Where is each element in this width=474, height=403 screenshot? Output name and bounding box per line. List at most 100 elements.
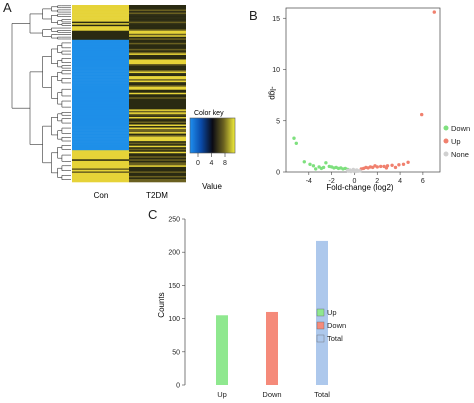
heatmap-cell [72,83,129,86]
heatmap-cell [129,101,186,104]
point-down [292,136,296,140]
color-key: Color key 0 4 8 Value [189,110,236,191]
heatmap-cell [72,71,129,74]
heatmap-cell [72,100,129,103]
heatmap-cell [72,112,129,115]
heatmap-cell [129,123,186,125]
heatmap-cell [72,151,129,154]
heatmap-cell [72,163,129,166]
heatmap-cell [129,70,186,72]
heatmap-cell [129,6,186,9]
heatmap-cell [129,76,186,78]
heatmap-cell [129,42,186,45]
heatmap-cell [129,48,186,51]
heatmap-cell [129,162,186,165]
heatmap-cell [129,126,186,128]
heatmap-cell [72,36,129,39]
heatmap-cell [72,172,129,175]
panel-a-label: A [3,0,12,15]
x-tick-label: Total [314,390,330,399]
legend-label-none: None [451,150,469,159]
heatmap-cell [72,127,129,130]
point-up [432,10,436,14]
legend-label-up: Up [451,137,461,146]
heatmap-cell [72,119,129,122]
heatmap-cell [72,159,129,162]
heatmap-cell [129,133,186,136]
heatmap-cell [72,135,129,137]
heatmap-cell [129,159,186,162]
heatmap-cell [129,144,186,146]
heatmap-cell [129,113,186,116]
heatmap-cell [72,121,129,124]
heatmap-cell [129,36,186,39]
heatmap-cell [129,139,186,142]
heatmap-cell [129,23,186,25]
heatmap-cell [72,126,129,128]
heatmap-cell [129,118,186,121]
y-tick-label: 5 [276,118,280,125]
legend-marker-up [443,138,449,144]
heatmap-cell [72,132,129,134]
heatmap-cell [72,57,129,60]
point-down [302,160,306,164]
heatmap-cell [72,156,129,159]
heatmap-cell [129,21,186,24]
heatmap-cell [72,24,129,27]
point-up [393,165,398,170]
point-up [397,163,401,167]
column-label-con: Con [94,191,109,200]
heatmap-cell [129,57,186,60]
heatmap-cell [129,119,186,122]
bars [216,240,328,385]
heatmap-cell [72,115,129,118]
heatmap-cell [129,107,186,110]
heatmap-cell [72,35,129,38]
heatmap-cell [72,27,129,30]
heatmap-cell [129,80,186,83]
heatmap-cell [72,109,129,112]
heatmap-cell [129,175,186,178]
heatmap-cell [72,41,129,44]
heatmap-cell [72,88,129,91]
heatmap-cell [72,95,129,98]
x-tick-label: Up [217,390,227,399]
heatmap-cell [129,60,186,63]
heatmap-cell [129,110,186,113]
legend-swatch-total [316,334,325,343]
y-tick-label: 100 [168,316,180,323]
point-up [379,164,383,169]
heatmap-cell [129,178,186,181]
heatmap-cell [129,51,186,54]
heatmap-cell [72,86,129,89]
y-tick-label: 15 [272,16,280,23]
point-up [401,162,406,166]
y-axis-label: -lgp [268,86,277,100]
heatmap-cell [129,130,186,133]
volcano-legend: Down Up None [443,124,470,159]
x-tick-label: 0 [352,178,356,185]
heatmap-cell [72,94,129,97]
heatmap-cell [129,171,186,174]
heatmap-cell [72,9,129,12]
heatmap-cell [129,89,186,92]
heatmap-cell [72,175,129,178]
heatmap-cell [129,138,186,140]
heatmap-cell [72,136,129,139]
heatmap-cell [72,15,129,18]
heatmap-cell [72,118,129,121]
heatmap-cell [72,174,129,177]
heatmap-cell [129,62,186,65]
heatmap-cell [129,17,186,19]
point-none [351,167,355,172]
heatmap-cell [129,169,186,172]
point-up [390,163,394,167]
point-up [406,160,410,164]
heatmap-cell [129,86,186,89]
heatmap-cell [129,35,186,38]
heatmap-cell [72,44,129,47]
heatmap-cell [72,148,129,151]
heatmap-cell [129,160,186,163]
x-tick-label: 4 [398,178,402,185]
heatmap-cell [129,112,186,115]
